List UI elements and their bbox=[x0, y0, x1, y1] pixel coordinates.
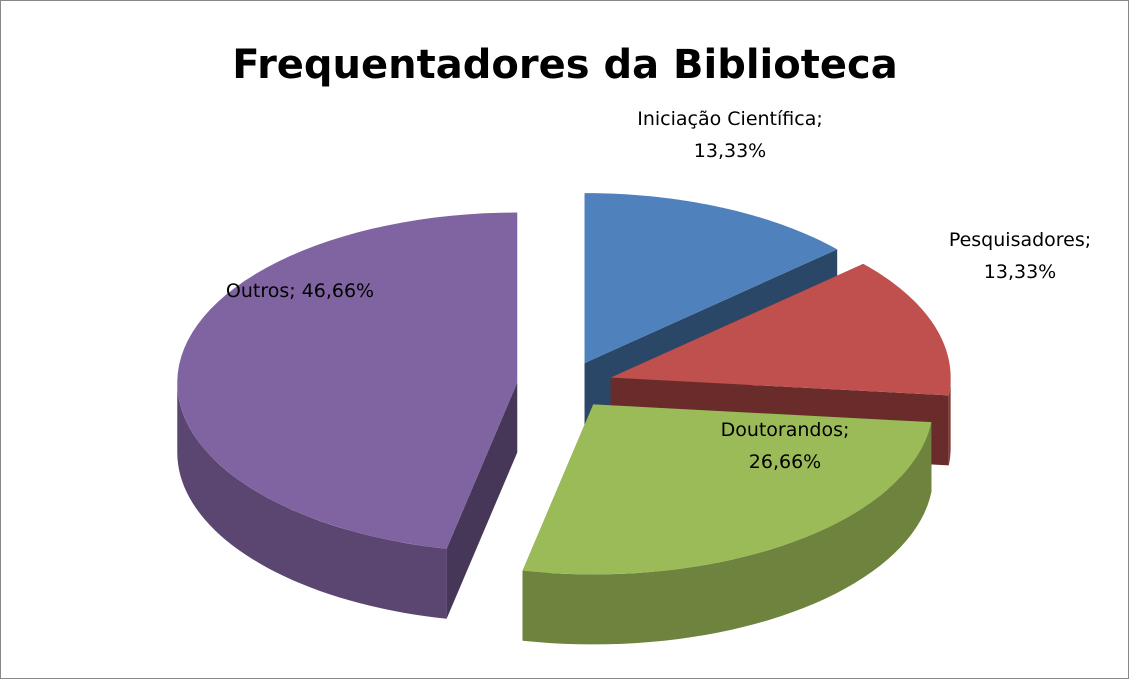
data-label-value: 13,33% bbox=[694, 140, 766, 162]
data-label: Iniciação Científica; 13,33% bbox=[637, 108, 823, 162]
data-label-separator: ; bbox=[1085, 229, 1091, 251]
data-label-value: 46,66% bbox=[302, 280, 374, 302]
chart-title: Frequentadores da Biblioteca bbox=[232, 42, 897, 88]
slice-side bbox=[948, 377, 951, 466]
data-label-separator: ; bbox=[289, 280, 295, 302]
slice-top bbox=[610, 263, 951, 396]
data-label-category: Pesquisadores bbox=[949, 229, 1085, 251]
data-label-category: Doutorandos bbox=[721, 419, 843, 441]
slice-wall bbox=[446, 382, 518, 619]
data-label-value: 26,66% bbox=[749, 451, 821, 473]
data-label-separator: ; bbox=[816, 108, 822, 130]
slice bbox=[177, 212, 518, 619]
slice-side bbox=[522, 422, 932, 645]
data-label-category: Iniciação Científica bbox=[637, 108, 816, 130]
slice-side bbox=[177, 382, 447, 619]
data-label: Outros; 46,66% bbox=[226, 280, 374, 302]
data-label: Pesquisadores; 13,33% bbox=[949, 229, 1091, 283]
data-label: Doutorandos; 26,66% bbox=[721, 419, 850, 473]
data-label-value: 13,33% bbox=[984, 261, 1056, 283]
data-label-category: Outros bbox=[226, 280, 289, 302]
slice-top bbox=[177, 212, 518, 549]
slice-top bbox=[584, 193, 838, 364]
slice-top bbox=[522, 404, 932, 575]
data-label-separator: ; bbox=[843, 419, 849, 441]
slice bbox=[522, 404, 932, 645]
